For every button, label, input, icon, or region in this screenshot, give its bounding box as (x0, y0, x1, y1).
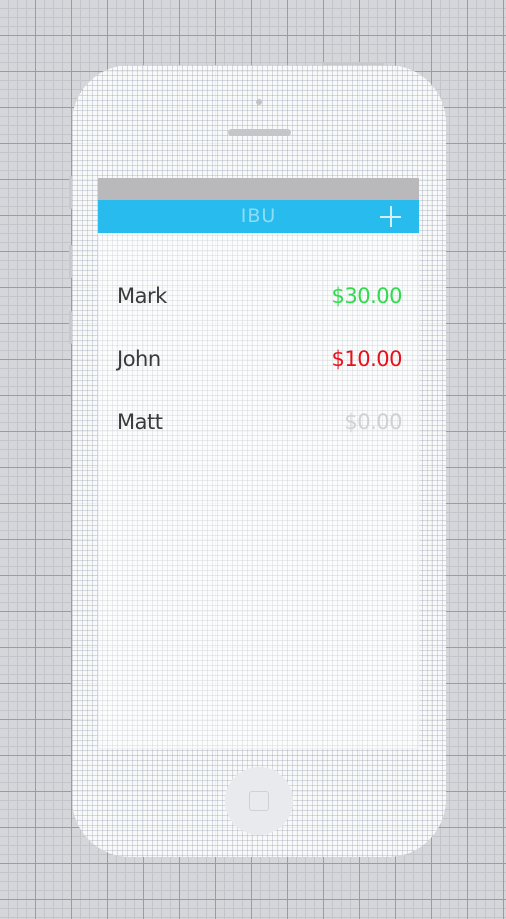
home-button-icon[interactable] (225, 767, 293, 835)
app-screen (98, 178, 419, 749)
plus-icon[interactable] (380, 206, 401, 227)
home-square-icon (249, 791, 269, 811)
volume-up-button (69, 245, 72, 278)
nav-title: IBU (240, 205, 277, 227)
volume-down-button (69, 311, 72, 344)
balance-amount: $0.00 (344, 410, 402, 434)
status-bar (98, 178, 419, 200)
list-item[interactable]: John $10.00 (117, 342, 403, 376)
navigation-bar: IBU (98, 200, 419, 233)
balance-amount: $10.00 (331, 347, 403, 371)
balance-amount: $30.00 (331, 284, 403, 308)
person-name: John (117, 347, 161, 371)
earpiece-speaker (228, 129, 291, 136)
person-name: Mark (117, 284, 167, 308)
list-item[interactable]: Mark $30.00 (117, 279, 403, 313)
person-name: Matt (117, 410, 163, 434)
list-item[interactable]: Matt $0.00 (117, 405, 402, 439)
power-button (322, 62, 384, 65)
front-camera (256, 99, 262, 105)
mute-switch (69, 176, 72, 209)
